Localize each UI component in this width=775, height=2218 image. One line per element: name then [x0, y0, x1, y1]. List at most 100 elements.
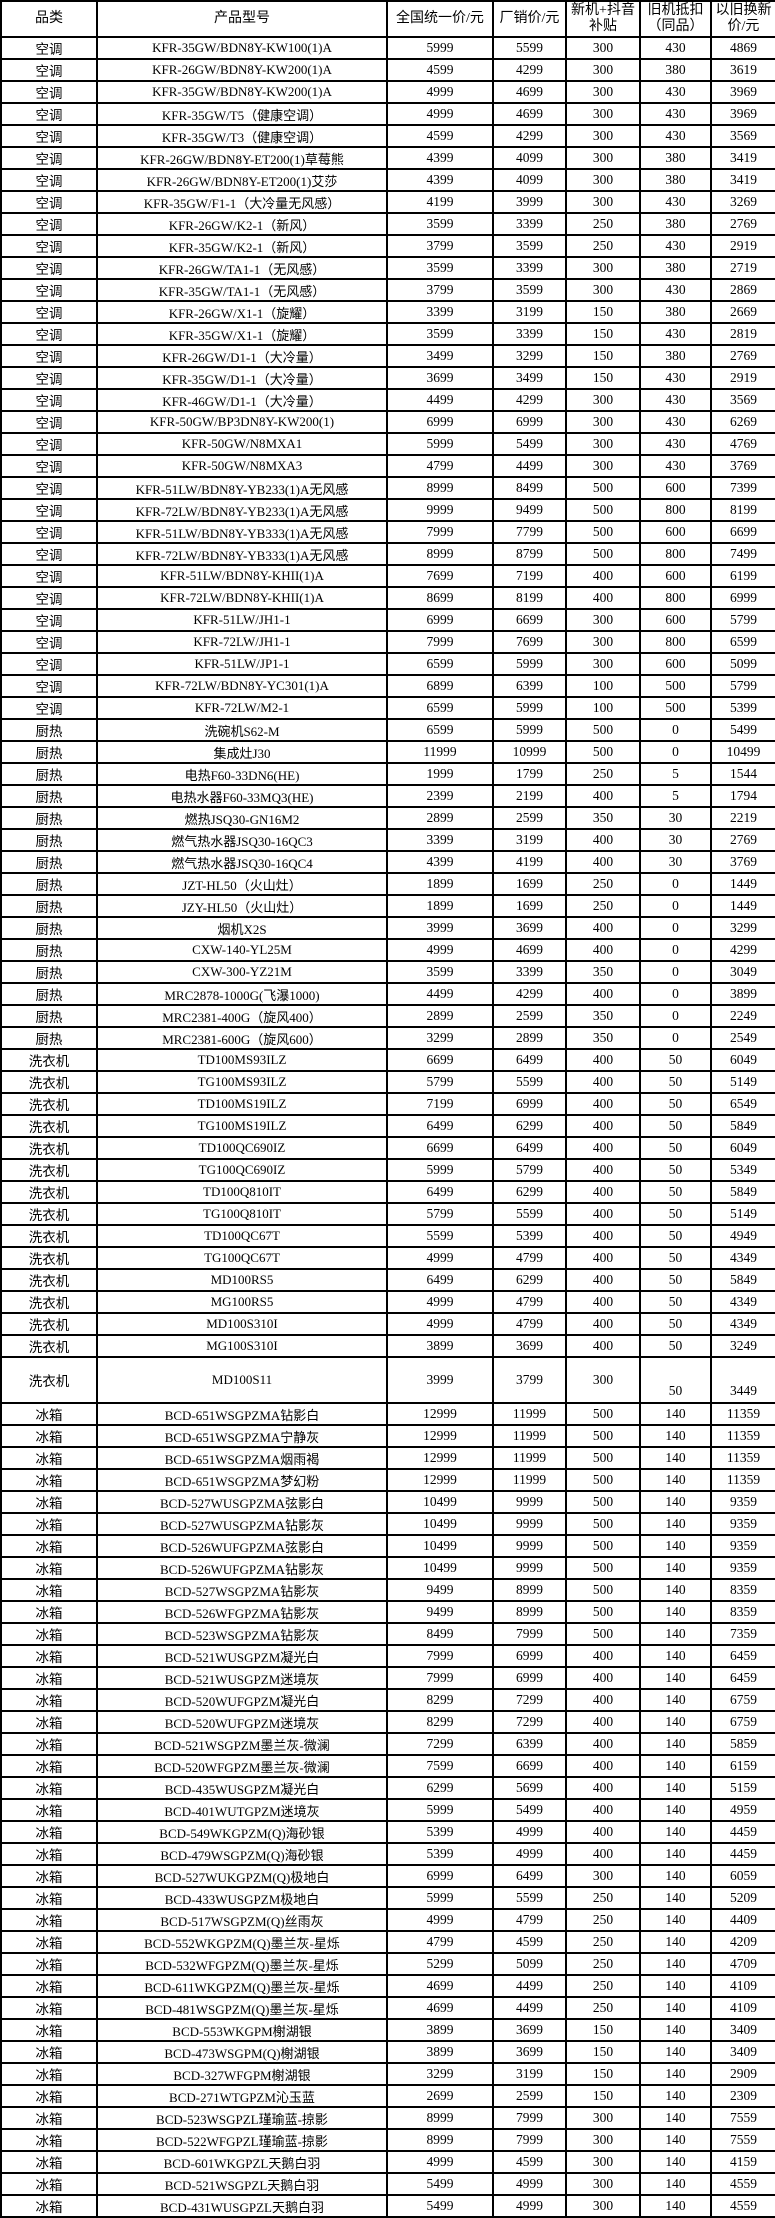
cell-tradein-deduction: 0	[639, 916, 712, 940]
cell-factory-price: 8199	[492, 586, 567, 610]
cell-subsidy: 500	[565, 740, 641, 764]
cell-factory-price: 4499	[492, 1974, 567, 1998]
cell-category: 冰箱	[0, 1468, 98, 1492]
cell-subsidy: 300	[565, 2150, 641, 2174]
cell-tradein-price: 7559	[710, 2128, 775, 2152]
table-row: 空调 KFR-72LW/JH1-1 7999 7699 300 800 6599	[0, 630, 775, 654]
cell-national-price: 7999	[386, 1666, 494, 1690]
cell-category: 冰箱	[0, 1446, 98, 1470]
cell-national-price: 2699	[386, 2084, 494, 2108]
cell-category: 空调	[0, 124, 98, 148]
table-row: 空调 KFR-72LW/BDN8Y-KHII(1)A 8699 8199 400 800 6…	[0, 586, 775, 610]
cell-model: TG100MS19ILZ	[96, 1114, 388, 1138]
cell-factory-price: 7199	[492, 564, 567, 588]
cell-category: 洗衣机	[0, 1224, 98, 1248]
cell-tradein-deduction: 430	[639, 234, 712, 258]
table-row: 冰箱 BCD-433WUSGPZM极地白 5999 5599 250 140 5209	[0, 1886, 775, 1910]
cell-tradein-price: 2769	[710, 212, 775, 236]
cell-model: BCD-479WSGPZM(Q)海砂银	[96, 1842, 388, 1866]
cell-factory-price: 5099	[492, 1952, 567, 1976]
cell-factory-price: 5499	[492, 1798, 567, 1822]
cell-national-price: 4499	[386, 982, 494, 1006]
table-row: 冰箱 BCD-526WFGPZMA钻影灰 9499 8999 500 140 8359	[0, 1600, 775, 1624]
cell-category: 冰箱	[0, 1578, 98, 1602]
cell-national-price: 6499	[386, 1268, 494, 1292]
cell-subsidy: 400	[565, 1688, 641, 1712]
cell-category: 冰箱	[0, 1908, 98, 1932]
cell-tradein-price: 6049	[710, 1136, 775, 1160]
cell-subsidy: 400	[565, 1842, 641, 1866]
cell-subsidy: 300	[565, 278, 641, 302]
cell-tradein-price: 5209	[710, 1886, 775, 1910]
cell-national-price: 8299	[386, 1710, 494, 1734]
cell-national-price: 5799	[386, 1202, 494, 1226]
cell-factory-price: 4999	[492, 2172, 567, 2196]
cell-tradein-price: 7359	[710, 1622, 775, 1646]
cell-category: 空调	[0, 256, 98, 280]
cell-tradein-price: 4299	[710, 938, 775, 962]
cell-model: KFR-72LW/M2-1	[96, 696, 388, 720]
cell-tradein-deduction: 140	[639, 2194, 712, 2218]
cell-subsidy: 500	[565, 1490, 641, 1514]
cell-tradein-price: 5149	[710, 1070, 775, 1094]
cell-category: 冰箱	[0, 1842, 98, 1866]
cell-national-price: 5499	[386, 2194, 494, 2218]
cell-tradein-price: 6599	[710, 630, 775, 654]
cell-subsidy: 300	[565, 608, 641, 632]
cell-national-price: 3799	[386, 278, 494, 302]
cell-factory-price: 9999	[492, 1512, 567, 1536]
cell-category: 厨热	[0, 960, 98, 984]
cell-factory-price: 6699	[492, 1754, 567, 1778]
cell-category: 空调	[0, 102, 98, 126]
cell-model: BCD-611WKGPZM(Q)墨兰灰-星烁	[96, 1974, 388, 1998]
table-row: 冰箱 BCD-552WKGPZM(Q)墨兰灰-星烁 4799 4599 250 140 42…	[0, 1930, 775, 1954]
cell-subsidy: 400	[565, 1754, 641, 1778]
cell-tradein-deduction: 430	[639, 102, 712, 126]
table-row: 冰箱 BCD-521WSGPZM墨兰灰-微澜 7299 6399 400 140 5859	[0, 1732, 775, 1756]
cell-model: KFR-26GW/BDN8Y-ET200(1)艾莎	[96, 168, 388, 192]
column-header-model: 产品型号	[96, 0, 388, 38]
table-row: 冰箱 BCD-517WSGPZM(Q)丝雨灰 4999 4799 250 140 4409	[0, 1908, 775, 1932]
cell-model: KFR-35GW/K2-1（新风）	[96, 234, 388, 258]
cell-national-price: 5599	[386, 1224, 494, 1248]
cell-subsidy: 500	[565, 718, 641, 742]
cell-model: KFR-50GW/BP3DN8Y-KW200(1)	[96, 410, 388, 434]
column-header-category: 品类	[0, 0, 98, 38]
table-row: 冰箱 BCD-651WSGPZMA宁静灰 12999 11999 500 140 11359	[0, 1424, 775, 1448]
cell-factory-price: 2899	[492, 1026, 567, 1050]
cell-tradein-deduction: 140	[639, 1974, 712, 1998]
cell-model: KFR-35GW/X1-1（旋耀）	[96, 322, 388, 346]
cell-model: BCD-651WSGPZMA梦幻粉	[96, 1468, 388, 1492]
cell-tradein-deduction: 140	[639, 1534, 712, 1558]
cell-tradein-deduction: 140	[639, 1908, 712, 1932]
cell-national-price: 4999	[386, 1246, 494, 1270]
cell-category: 冰箱	[0, 2040, 98, 2064]
cell-category: 洗衣机	[0, 1092, 98, 1116]
cell-factory-price: 1699	[492, 872, 567, 896]
cell-tradein-deduction: 800	[639, 542, 712, 566]
cell-subsidy: 250	[565, 1930, 641, 1954]
cell-tradein-price: 4349	[710, 1312, 775, 1336]
cell-national-price: 5999	[386, 1886, 494, 1910]
cell-factory-price: 7799	[492, 520, 567, 544]
cell-subsidy: 300	[565, 124, 641, 148]
cell-tradein-price: 2769	[710, 828, 775, 852]
cell-tradein-deduction: 430	[639, 124, 712, 148]
cell-subsidy: 400	[565, 1710, 641, 1734]
table-row: 空调 KFR-51LW/BDN8Y-YB333(1)A无风感 7999 7799 500…	[0, 520, 775, 544]
cell-subsidy: 400	[565, 1070, 641, 1094]
cell-model: TD100QC690IZ	[96, 1136, 388, 1160]
cell-subsidy: 400	[565, 1114, 641, 1138]
cell-tradein-deduction: 140	[639, 1622, 712, 1646]
table-row: 厨热 燃热JSQ30-GN16M2 2899 2599 350 30 2219	[0, 806, 775, 830]
cell-model: MD100S11	[96, 1356, 388, 1404]
cell-category: 冰箱	[0, 1886, 98, 1910]
cell-model: BCD-520WUFGPZM凝光白	[96, 1688, 388, 1712]
cell-tradein-price: 11359	[710, 1424, 775, 1448]
cell-subsidy: 500	[565, 1578, 641, 1602]
cell-tradein-price: 4109	[710, 1974, 775, 1998]
cell-model: KFR-72LW/BDN8Y-YC301(1)A	[96, 674, 388, 698]
cell-tradein-deduction: 30	[639, 828, 712, 852]
cell-factory-price: 7999	[492, 1622, 567, 1646]
cell-tradein-deduction: 50	[639, 1048, 712, 1072]
